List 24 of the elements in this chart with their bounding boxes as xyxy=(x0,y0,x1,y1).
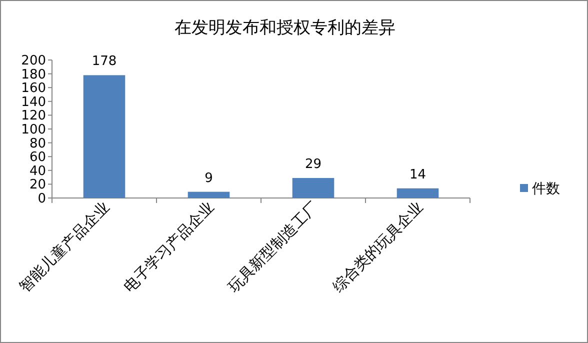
data-label: 29 xyxy=(304,156,322,172)
y-tick-label: 100 xyxy=(21,122,46,138)
y-tick-label: 0 xyxy=(38,192,46,206)
y-tick-label: 60 xyxy=(29,150,46,166)
bar xyxy=(292,178,334,198)
data-label: 178 xyxy=(92,54,117,70)
y-tick-label: 160 xyxy=(21,81,46,96)
y-tick-label: 40 xyxy=(29,164,46,179)
bar xyxy=(83,75,126,198)
x-tick-label: 玩具新型制造工厂 xyxy=(224,198,322,296)
x-tick-label: 综合类的玩具企业 xyxy=(329,198,427,296)
data-label: 14 xyxy=(409,167,426,182)
y-tick-label: 120 xyxy=(21,108,46,124)
y-tick-label: 180 xyxy=(21,67,46,82)
legend-label: 件数 xyxy=(532,181,560,197)
y-tick-label: 200 xyxy=(21,54,46,68)
bar xyxy=(396,188,439,198)
y-tick-label: 140 xyxy=(21,94,46,110)
y-tick-label: 80 xyxy=(29,136,46,152)
y-tick-label: 20 xyxy=(29,178,46,193)
chart-title: 在发明发布和授权专利的差异 xyxy=(174,18,396,38)
data-label: 9 xyxy=(204,170,213,186)
x-tick-label: 电子学习产品企业 xyxy=(120,198,218,296)
bar xyxy=(188,192,230,198)
